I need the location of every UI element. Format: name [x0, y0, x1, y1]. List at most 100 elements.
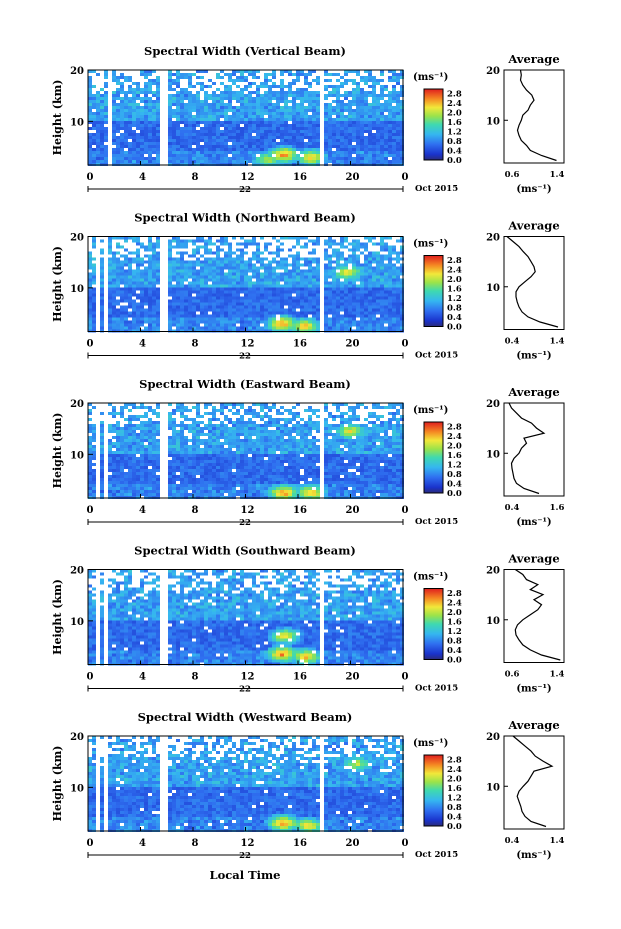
heatmap-cell	[208, 260, 212, 264]
heatmap-cell	[176, 148, 180, 151]
heatmap-cell	[260, 320, 264, 324]
heatmap-cell	[224, 314, 228, 318]
y-axis-label: Height (km)	[51, 246, 64, 322]
heatmap-cell	[136, 451, 140, 454]
heatmap-cell	[204, 451, 208, 454]
heatmap-cell	[312, 70, 316, 73]
heatmap-cell	[308, 284, 312, 288]
heatmap-cell	[152, 112, 156, 115]
heatmap-cell	[216, 314, 220, 318]
heatmap-cell	[276, 94, 280, 97]
heatmap-cell	[148, 445, 152, 448]
heatmap-cell	[276, 133, 280, 136]
heatmap-cell	[236, 263, 240, 267]
heatmap-cell	[132, 430, 136, 433]
heatmap-cell	[136, 115, 140, 118]
heatmap-cell	[360, 160, 364, 163]
heatmap-cell	[168, 82, 172, 85]
heatmap-cell	[372, 308, 376, 312]
heatmap-cell	[236, 293, 240, 297]
heatmap-cell	[100, 451, 104, 454]
heatmap-cell	[280, 266, 284, 270]
heatmap-cell	[364, 118, 368, 121]
heatmap-cell	[292, 290, 296, 294]
heatmap-cell	[208, 427, 212, 430]
heatmap-cell	[232, 299, 236, 303]
heatmap-cell	[224, 278, 228, 282]
heatmap-cell	[272, 121, 276, 124]
heatmap-cell	[212, 314, 216, 318]
heatmap-cell	[212, 433, 216, 436]
heatmap-cell	[352, 242, 356, 246]
heatmap-cell	[372, 326, 376, 330]
heatmap-cell	[380, 305, 384, 309]
heatmap-cell	[128, 154, 132, 157]
heatmap-cell	[112, 317, 116, 321]
heatmap-cell	[168, 251, 172, 255]
heatmap-cell	[144, 445, 148, 448]
heatmap-cell	[140, 448, 144, 451]
heatmap-cell	[88, 82, 92, 85]
heatmap-cell	[340, 76, 344, 79]
heatmap-cell	[196, 493, 200, 496]
heatmap-cell	[120, 472, 124, 475]
heatmap-cell	[176, 436, 180, 439]
heatmap-cell	[176, 260, 180, 264]
heatmap-cell	[208, 326, 212, 330]
heatmap-cell	[244, 88, 248, 91]
heatmap-cell	[208, 412, 212, 415]
heatmap-cell	[124, 130, 128, 133]
heatmap-cell	[100, 466, 104, 469]
heatmap-cell	[244, 323, 248, 327]
heatmap-cell	[364, 124, 368, 127]
heatmap-cell	[280, 305, 284, 309]
heatmap-cell	[132, 454, 136, 457]
heatmap-cell	[132, 136, 136, 139]
heatmap-cell	[180, 275, 184, 279]
heatmap-cell	[368, 142, 372, 145]
heatmap-cell	[96, 94, 100, 97]
heatmap-cell	[180, 427, 184, 430]
heatmap-cell	[292, 308, 296, 312]
heatmap-cell	[348, 284, 352, 288]
heatmap-cell	[328, 124, 332, 127]
heatmap-cell	[260, 278, 264, 282]
heatmap-cell	[200, 466, 204, 469]
heatmap-cell	[292, 94, 296, 97]
heatmap-cell	[216, 133, 220, 136]
heatmap-cell	[180, 454, 184, 457]
heatmap-cell	[376, 242, 380, 246]
heatmap-cell	[180, 160, 184, 163]
heatmap-cell	[296, 97, 300, 100]
average-title: Average	[507, 52, 559, 66]
heatmap-cell	[200, 290, 204, 294]
heatmap-cell	[168, 275, 172, 279]
heatmap-cell	[216, 442, 220, 445]
heatmap-cell	[112, 73, 116, 76]
heatmap-cell	[88, 284, 92, 288]
heatmap-cell	[380, 326, 384, 330]
heatmap-cell	[300, 257, 304, 261]
heatmap-cell	[364, 287, 368, 291]
heatmap-cell	[288, 272, 292, 276]
heatmap-cell	[124, 326, 128, 330]
heatmap-cell	[356, 311, 360, 315]
heatmap-cell	[152, 457, 156, 460]
heatmap-cell	[112, 308, 116, 312]
heatmap-cell	[336, 326, 340, 330]
heatmap-cell	[208, 481, 212, 484]
heatmap-cell	[176, 97, 180, 100]
heatmap-cell	[144, 454, 148, 457]
heatmap-cell	[96, 145, 100, 148]
heatmap-cell	[392, 290, 396, 294]
heatmap-cell	[124, 296, 128, 300]
heatmap-cell	[132, 427, 136, 430]
heatmap-cell	[128, 424, 132, 427]
heatmap-cell	[288, 290, 292, 294]
heatmap-cell	[152, 94, 156, 97]
heatmap-cell	[268, 145, 272, 148]
heatmap-cell	[332, 311, 336, 315]
heatmap-cell	[192, 242, 196, 246]
heatmap-cell	[352, 308, 356, 312]
heatmap-cell	[392, 148, 396, 151]
